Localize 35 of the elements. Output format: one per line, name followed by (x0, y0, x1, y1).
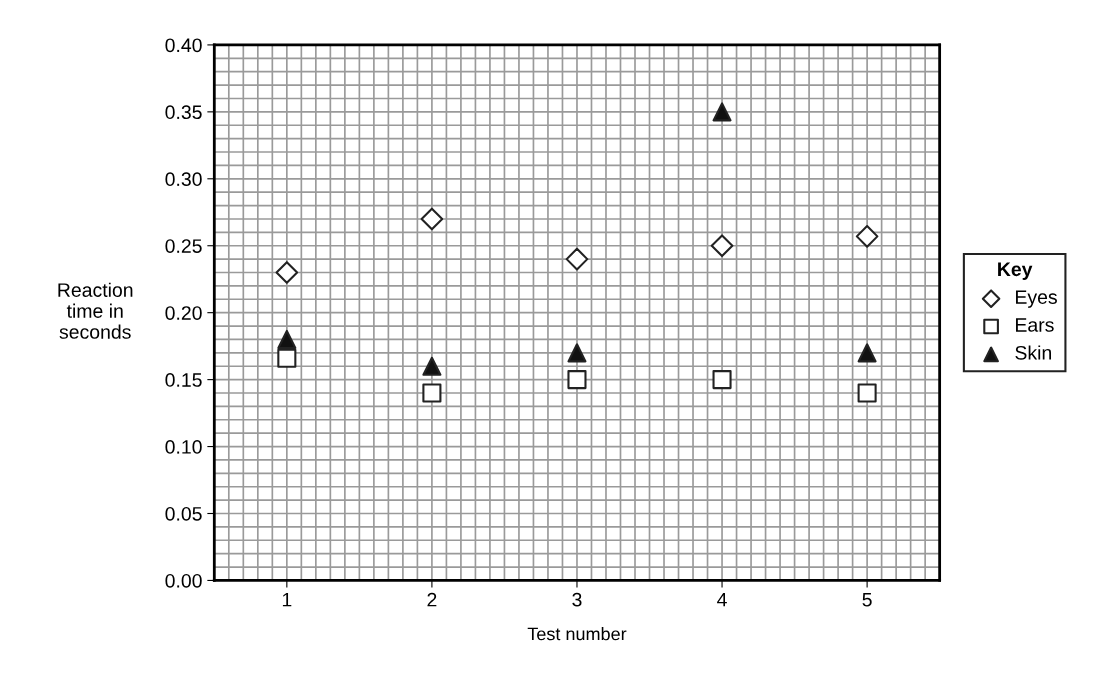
y-tick-label: 0.20 (165, 306, 202, 320)
point (565, 247, 589, 271)
point (855, 225, 879, 248)
point (712, 102, 732, 122)
legend-label: Skin (1015, 345, 1051, 360)
y-tick-label: 0.30 (165, 172, 202, 187)
y-tick-label: 0.40 (165, 38, 202, 53)
x-axis-title: Test number (527, 627, 627, 641)
point (422, 383, 442, 403)
point (710, 234, 734, 258)
point (857, 343, 877, 363)
point (420, 207, 444, 231)
x-tick-label: 1 (282, 592, 292, 607)
x-tick-label: 4 (717, 592, 727, 607)
y-tick-label: 0.15 (165, 373, 202, 387)
y-tick-label: 0.00 (165, 573, 202, 588)
point (567, 370, 587, 390)
legend-label: Eyes (1016, 290, 1057, 308)
x-tick-label: 5 (862, 592, 872, 607)
point (712, 370, 732, 390)
point (422, 356, 442, 376)
point (277, 348, 297, 368)
legend-title: Key (998, 262, 1033, 280)
y-tick-label: 0.25 (165, 239, 202, 253)
point (277, 329, 297, 349)
point (275, 261, 299, 284)
point (857, 383, 877, 403)
x-tick-label: 2 (427, 592, 437, 607)
y-tick-label: 0.10 (165, 440, 202, 454)
y-tick-label: 0.05 (165, 506, 202, 521)
y-axis-title: Reaction time in seconds (58, 282, 133, 339)
x-tick-label: 3 (572, 592, 582, 607)
legend-label: Ears (1016, 318, 1054, 332)
y-tick-label: 0.35 (165, 105, 202, 120)
point (567, 343, 587, 363)
